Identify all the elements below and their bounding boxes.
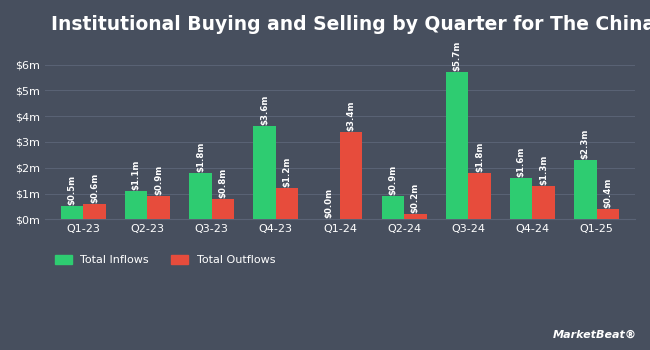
Text: $1.8m: $1.8m <box>475 141 484 172</box>
Text: $1.6m: $1.6m <box>517 147 526 177</box>
Bar <box>340 132 363 219</box>
Bar <box>574 160 597 219</box>
Text: MarketBeat®: MarketBeat® <box>553 329 637 340</box>
Bar <box>404 214 426 219</box>
Bar <box>446 72 468 219</box>
Bar <box>189 173 212 219</box>
Bar <box>83 204 106 219</box>
Bar <box>125 191 148 219</box>
Text: $5.7m: $5.7m <box>452 41 462 71</box>
Text: $1.3m: $1.3m <box>539 154 548 185</box>
Bar <box>276 188 298 219</box>
Text: $0.6m: $0.6m <box>90 173 99 203</box>
Text: $1.8m: $1.8m <box>196 141 205 172</box>
Bar <box>382 196 404 219</box>
Text: $0.8m: $0.8m <box>218 167 227 198</box>
Bar <box>254 126 276 219</box>
Text: $3.6m: $3.6m <box>260 95 269 125</box>
Bar <box>61 206 83 219</box>
Bar <box>148 196 170 219</box>
Text: $0.2m: $0.2m <box>411 183 420 213</box>
Text: $0.5m: $0.5m <box>68 175 77 205</box>
Text: $3.4m: $3.4m <box>346 100 356 131</box>
Legend: Total Inflows, Total Outflows: Total Inflows, Total Outflows <box>51 251 280 270</box>
Text: $2.3m: $2.3m <box>581 128 590 159</box>
Text: $0.9m: $0.9m <box>154 165 163 195</box>
Bar <box>212 199 234 219</box>
Text: $0.0m: $0.0m <box>324 188 333 218</box>
Text: $1.1m: $1.1m <box>132 160 141 190</box>
Bar <box>510 178 532 219</box>
Text: $1.2m: $1.2m <box>283 157 291 187</box>
Text: $0.4m: $0.4m <box>603 177 612 208</box>
Bar <box>597 209 619 219</box>
Bar <box>532 186 555 219</box>
Text: Institutional Buying and Selling by Quarter for The China Fund: Institutional Buying and Selling by Quar… <box>51 15 650 34</box>
Text: $0.9m: $0.9m <box>388 165 397 195</box>
Bar <box>468 173 491 219</box>
